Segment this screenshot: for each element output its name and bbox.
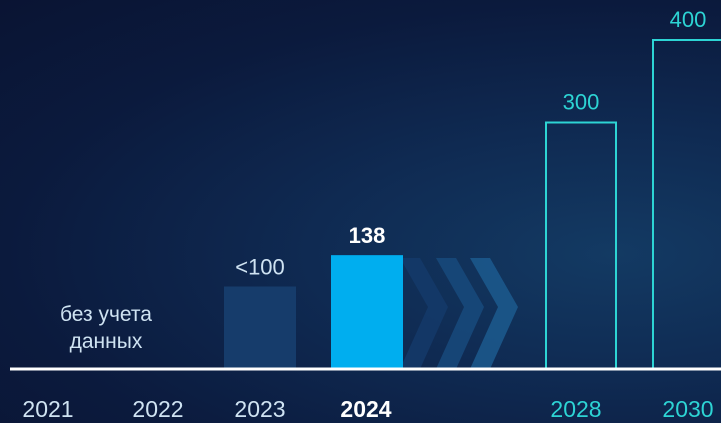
bar-2023: [224, 286, 296, 369]
growth-chevron: [470, 258, 518, 369]
value-label-2030: 400: [670, 7, 707, 32]
tick-label-2021: 2021: [22, 396, 73, 422]
value-label-2028: 300: [563, 90, 600, 115]
tick-label-2024: 2024: [340, 396, 391, 422]
growth-arrows: [400, 258, 518, 369]
tick-label-2030: 2030: [662, 396, 713, 422]
value-label-2023: <100: [235, 255, 285, 280]
no-data-label-line-2: данных: [70, 330, 143, 353]
bar-2024: [331, 255, 403, 369]
growth-chevron: [436, 258, 484, 369]
tick-label-2023: 2023: [234, 396, 285, 422]
x-axis-ticks: 2021 2022 2023 2024 2028 2030: [22, 396, 713, 422]
value-labels-group: <100 138 300 400: [235, 7, 706, 280]
bar-2028: [545, 121, 617, 370]
bar-2030: [652, 39, 721, 370]
growth-chevron: [400, 258, 448, 369]
no-data-label-line-1: без учета: [60, 303, 152, 326]
tick-label-2028: 2028: [550, 396, 601, 422]
value-label-2024: 138: [349, 223, 386, 248]
tick-label-2022: 2022: [132, 396, 183, 422]
